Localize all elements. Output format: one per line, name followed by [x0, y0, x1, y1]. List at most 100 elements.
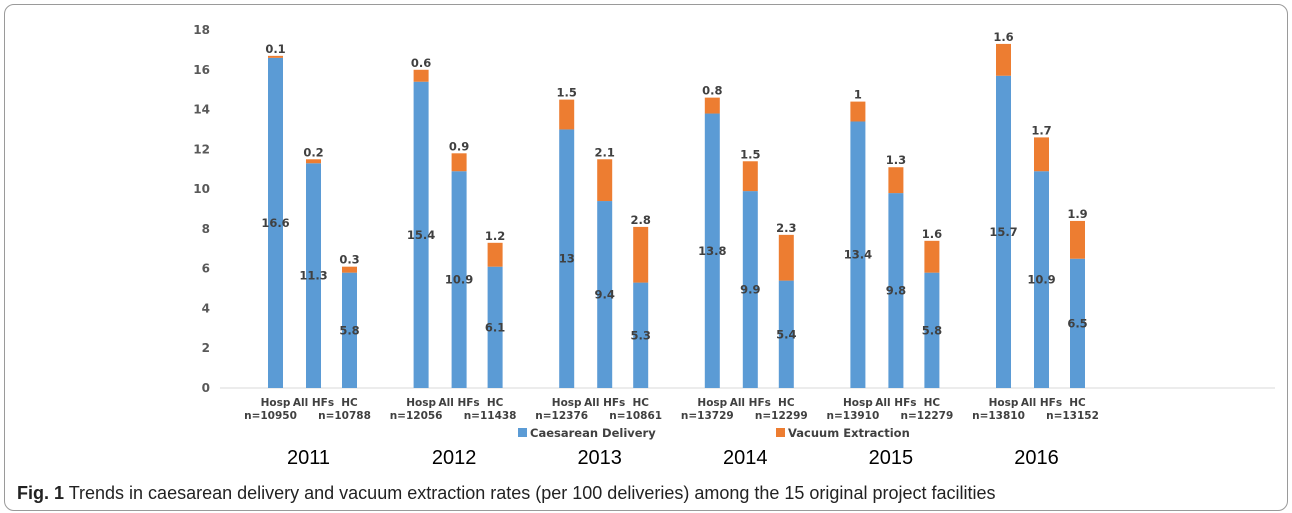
data-label-vacuum: 2.8: [631, 213, 651, 227]
bar-caesarean: [996, 75, 1011, 388]
figure-caption: Fig. 1 Trends in caesarean delivery and …: [17, 483, 996, 504]
x-category-label: Hosp: [989, 397, 1019, 409]
x-category-label: HC: [487, 397, 504, 409]
legend-swatch-vacuum: [776, 428, 785, 437]
data-label-caesarean: 11.3: [299, 269, 327, 283]
y-tick-label: 2: [202, 341, 210, 355]
bar-caesarean: [742, 191, 758, 388]
data-label-vacuum: 0.1: [265, 42, 285, 56]
y-tick-label: 10: [193, 182, 210, 196]
bar-caesarean: [413, 81, 429, 388]
data-label-vacuum: 0.9: [449, 139, 469, 153]
x-sample-size-label: n=12056: [390, 410, 443, 422]
data-label-caesarean: 5.4: [776, 327, 796, 341]
data-label-caesarean: 15.4: [407, 228, 435, 242]
x-category-label: Hosp: [843, 397, 873, 409]
bar-caesarean: [850, 121, 866, 388]
data-label-vacuum: 1.5: [740, 147, 760, 161]
x-sample-size-label: n=12299: [755, 410, 808, 422]
bar-vacuum: [342, 266, 357, 273]
data-label-caesarean: 5.8: [339, 323, 359, 337]
caption-text: Trends in caesarean delivery and vacuum …: [64, 483, 996, 503]
bar-caesarean: [778, 280, 794, 388]
x-category-label: All HFs: [730, 397, 771, 409]
data-label-caesarean: 9.4: [595, 288, 615, 302]
x-sample-size-label: n=13910: [826, 410, 879, 422]
bar-caesarean: [597, 201, 613, 388]
bar-vacuum: [704, 97, 720, 114]
x-category-label: HC: [341, 397, 358, 409]
y-tick-label: 18: [193, 23, 210, 37]
bar-vacuum: [633, 226, 649, 283]
year-label: 2013: [577, 447, 622, 469]
x-category-label: HC: [1069, 397, 1086, 409]
bar-caesarean: [1070, 258, 1085, 388]
bar-vacuum: [1070, 220, 1085, 259]
bar-vacuum: [996, 43, 1011, 76]
data-label-caesarean: 13: [559, 252, 575, 266]
year-label: 2014: [723, 447, 768, 469]
data-label-caesarean: 15.7: [989, 225, 1017, 239]
data-label-vacuum: 1.6: [993, 30, 1013, 44]
x-sample-size-label: n=13152: [1046, 410, 1099, 422]
bar-vacuum: [306, 159, 321, 164]
bar-caesarean: [704, 113, 720, 389]
data-label-vacuum: 1.3: [886, 153, 906, 167]
x-category-label: HC: [778, 397, 795, 409]
data-label-vacuum: 0.2: [303, 145, 323, 159]
data-label-vacuum: 1.9: [1067, 207, 1087, 221]
bar-vacuum: [1034, 137, 1049, 172]
x-category-label: All HFs: [584, 397, 625, 409]
data-label-caesarean: 6.5: [1067, 316, 1087, 330]
data-label-caesarean: 9.9: [740, 283, 760, 297]
y-tick-label: 8: [202, 222, 210, 236]
legend-label-caesarean: Caesarean Delivery: [530, 426, 656, 440]
bar-caesarean: [559, 129, 575, 388]
y-tick-label: 16: [193, 63, 210, 77]
data-label-caesarean: 10.9: [1027, 273, 1055, 287]
bar-vacuum: [742, 161, 758, 192]
bar-vacuum: [597, 159, 613, 202]
bar-vacuum: [487, 242, 503, 267]
data-label-caesarean: 5.3: [631, 328, 651, 342]
data-label-vacuum: 0.8: [702, 84, 722, 98]
x-category-label: Hosp: [261, 397, 291, 409]
data-label-vacuum: 0.3: [339, 253, 359, 267]
x-sample-size-label: n=12376: [535, 410, 588, 422]
x-sample-size-label: n=11438: [464, 410, 517, 422]
x-category-label: All HFs: [875, 397, 916, 409]
x-category-label: All HFs: [438, 397, 479, 409]
bar-vacuum: [850, 101, 866, 122]
x-category-label: Hosp: [552, 397, 582, 409]
data-label-caesarean: 13.8: [698, 244, 726, 258]
x-sample-size-label: n=12279: [900, 410, 953, 422]
x-category-label: HC: [632, 397, 649, 409]
data-label-caesarean: 16.6: [261, 216, 289, 230]
x-category-label: All HFs: [1021, 397, 1062, 409]
data-label-caesarean: 5.8: [922, 323, 942, 337]
data-label-vacuum: 1.6: [922, 227, 942, 241]
bar-caesarean: [451, 171, 467, 388]
x-sample-size-label: n=13729: [681, 410, 734, 422]
data-label-vacuum: 0.6: [411, 56, 431, 70]
bar-caesarean: [924, 272, 940, 388]
data-label-vacuum: 1: [854, 88, 862, 102]
data-label-caesarean: 13.4: [844, 248, 872, 262]
bar-caesarean: [633, 282, 649, 388]
bar-vacuum: [924, 240, 940, 273]
y-tick-label: 0: [202, 381, 210, 395]
bar-vacuum: [413, 69, 429, 82]
x-category-label: All HFs: [293, 397, 334, 409]
x-sample-size-label: n=10861: [609, 410, 662, 422]
stacked-bar-chart: 02468101214161816.60.1Hospn=1095011.30.2…: [193, 23, 1275, 469]
x-category-label: HC: [924, 397, 941, 409]
year-label: 2011: [287, 447, 330, 469]
x-category-label: Hosp: [697, 397, 727, 409]
bar-caesarean: [1034, 171, 1049, 388]
data-label-caesarean: 9.8: [886, 284, 906, 298]
x-category-label: Hosp: [406, 397, 436, 409]
bar-vacuum: [559, 99, 575, 130]
year-label: 2015: [869, 447, 914, 469]
bar-vacuum: [268, 55, 283, 58]
year-label: 2012: [432, 447, 477, 469]
